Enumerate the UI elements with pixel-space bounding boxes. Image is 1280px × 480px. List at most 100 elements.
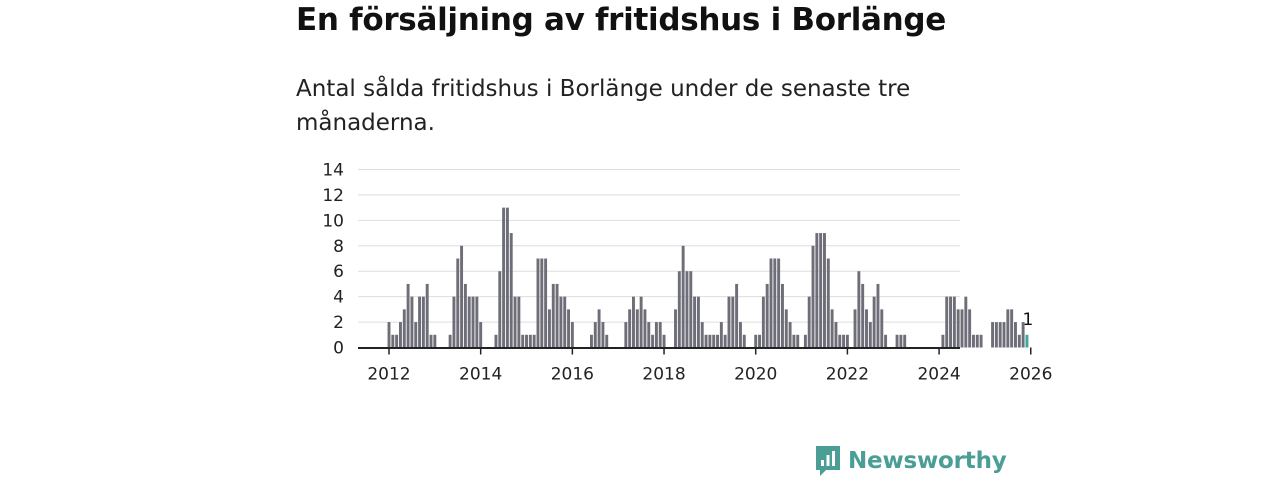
bar [949,296,952,348]
bar [471,296,475,348]
bar [452,296,456,348]
bar [475,296,479,348]
bar [509,233,513,348]
bar [651,334,655,348]
bar [884,334,888,348]
x-tick-label: 2020 [734,365,777,385]
bar [895,334,899,348]
bar [861,283,865,348]
bar [467,296,471,348]
bar [425,283,429,348]
bar [1025,334,1029,348]
bar [624,322,628,348]
bar [735,283,739,348]
bar [811,245,815,348]
x-tick-label: 2024 [917,365,960,385]
bar [387,322,391,348]
y-tick-label: 12 [322,186,344,206]
chart-title: En försäljning av fritidshus i Borlänge [296,2,947,38]
bar [788,322,792,348]
bar [964,296,968,348]
bar [868,322,872,348]
bar [876,283,880,348]
newsworthy-logo-icon [816,446,840,476]
bar [952,296,956,348]
bar [960,309,964,348]
bar [754,334,758,348]
bar [845,334,849,348]
bar [689,271,693,348]
bar [685,271,689,348]
bar [433,334,437,348]
bar [605,334,609,348]
bar [525,334,528,348]
bar [647,322,651,348]
y-tick-label: 6 [333,262,344,282]
bar [872,296,876,348]
bar [792,334,796,348]
bar [1021,322,1025,348]
bar [826,258,830,348]
bar [880,309,884,348]
bar [643,309,647,348]
bar [429,334,433,348]
bar [796,334,800,348]
bar [494,334,498,348]
bar [536,258,540,348]
brand-name: Newsworthy [848,448,1007,474]
bar [502,207,506,348]
bar [972,334,975,348]
bar [723,334,727,348]
bar [998,322,1002,348]
bar [628,309,632,348]
bar [742,334,746,348]
bar [842,334,846,348]
y-tick-label: 10 [322,211,344,231]
bar [418,296,422,348]
x-tick-label: 2012 [367,365,410,385]
bar [654,322,658,348]
bar [994,322,998,348]
bar [399,322,402,348]
y-tick-label: 2 [333,313,344,333]
bar [395,334,399,348]
bar [807,296,811,348]
chart-subtitle: Antal sålda fritidshus i Borlänge under … [296,76,911,136]
bar [544,258,548,348]
bar [693,296,697,348]
newsworthy-logo[interactable]: Newsworthy [814,444,1007,478]
bar [865,309,868,348]
bar [903,334,907,348]
bar [414,322,418,348]
bar [406,283,410,348]
bar [479,322,483,348]
bar [597,309,601,348]
y-tick-label: 4 [333,288,344,308]
bar [857,271,861,348]
bar [460,245,464,348]
y-tick-label: 0 [333,339,344,359]
bar [712,334,716,348]
bar [463,283,467,348]
bar [639,296,643,348]
bar [517,296,521,348]
bar [528,334,532,348]
x-tick-label: 2018 [642,365,685,385]
bar [716,334,719,348]
bar [769,258,773,348]
bar [838,334,842,348]
bar [803,334,807,348]
bar [727,296,731,348]
bar [708,334,712,348]
bar [590,334,593,348]
bar [700,322,704,348]
bar [696,296,700,348]
bar [819,233,823,348]
bar [1014,322,1017,348]
bar [765,283,769,348]
bar [956,309,960,348]
bar [853,309,857,348]
bar [1017,334,1021,348]
